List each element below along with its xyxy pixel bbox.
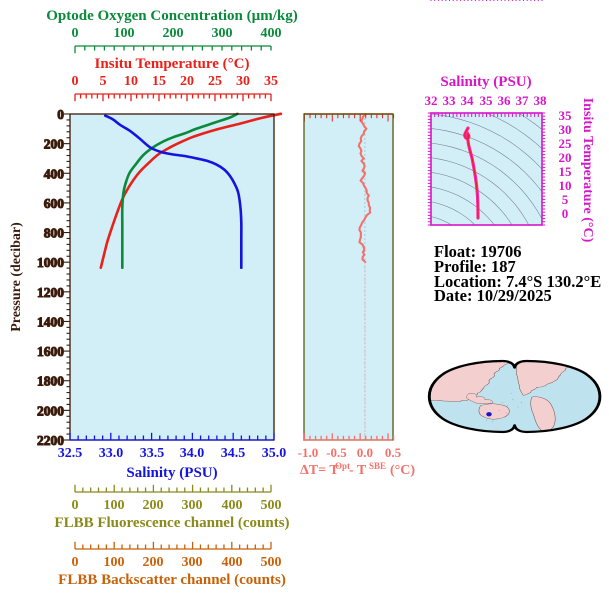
svg-text:1400: 1400 — [37, 314, 64, 329]
svg-text:32.5: 32.5 — [58, 446, 83, 461]
svg-text:100: 100 — [104, 555, 125, 570]
svg-text:30: 30 — [236, 74, 250, 89]
svg-text:38: 38 — [534, 93, 548, 108]
svg-text:600: 600 — [44, 196, 65, 211]
svg-text:34.0: 34.0 — [180, 446, 205, 461]
svg-text:- T: - T — [349, 463, 367, 478]
svg-text:Optode Oxygen Concentration (µ: Optode Oxygen Concentration (µm/kg) — [46, 8, 298, 24]
svg-text:400: 400 — [222, 498, 243, 513]
svg-text:300: 300 — [182, 498, 203, 513]
svg-text:0: 0 — [72, 498, 79, 513]
svg-text:15: 15 — [559, 164, 573, 179]
svg-text:100: 100 — [114, 26, 135, 41]
svg-text:0: 0 — [72, 555, 79, 570]
svg-text:0.0: 0.0 — [357, 445, 373, 460]
svg-text:Date: 10/29/2025: Date: 10/29/2025 — [434, 286, 552, 305]
svg-text:0: 0 — [72, 26, 79, 41]
svg-text:36: 36 — [498, 93, 512, 108]
svg-text:5: 5 — [100, 74, 107, 89]
svg-text:-1.0: -1.0 — [298, 445, 319, 460]
svg-text:400: 400 — [44, 166, 65, 181]
svg-text:33.0: 33.0 — [99, 446, 124, 461]
svg-text:25: 25 — [208, 74, 222, 89]
svg-text:Insitu Temperature (°C): Insitu Temperature (°C) — [580, 98, 595, 243]
svg-text:100: 100 — [104, 498, 125, 513]
svg-text:500: 500 — [261, 498, 282, 513]
svg-text:34.5: 34.5 — [221, 446, 246, 461]
svg-text:Insitu Temperature (°C): Insitu Temperature (°C) — [95, 56, 250, 72]
svg-text:10: 10 — [559, 178, 572, 193]
svg-text:200: 200 — [163, 26, 184, 41]
svg-text:32: 32 — [425, 93, 438, 108]
svg-text:FLBB Fluorescence channel (cou: FLBB Fluorescence channel (counts) — [54, 515, 289, 531]
svg-text:2000: 2000 — [37, 403, 64, 418]
svg-text:400: 400 — [261, 26, 282, 41]
svg-text:800: 800 — [44, 226, 65, 241]
svg-text:FLBB Backscatter channel (coun: FLBB Backscatter channel (counts) — [58, 572, 286, 588]
svg-text:400: 400 — [222, 555, 243, 570]
svg-text:37: 37 — [516, 93, 530, 108]
svg-text:ΔT= T: ΔT= T — [300, 463, 339, 478]
svg-text:25: 25 — [559, 136, 573, 151]
svg-text:200: 200 — [44, 137, 65, 152]
svg-text:-0.5: -0.5 — [326, 445, 347, 460]
svg-text:0.5: 0.5 — [385, 445, 402, 460]
svg-text:300: 300 — [212, 26, 233, 41]
svg-text:1200: 1200 — [37, 285, 64, 300]
svg-text:300: 300 — [182, 555, 203, 570]
svg-text:SBE: SBE — [369, 461, 386, 471]
svg-text:34: 34 — [461, 93, 475, 108]
svg-text:Opt: Opt — [335, 461, 350, 471]
svg-text:Pressure (decibar): Pressure (decibar) — [9, 222, 24, 332]
svg-text:1800: 1800 — [37, 374, 64, 389]
svg-text:5: 5 — [562, 192, 569, 207]
svg-text:20: 20 — [180, 74, 194, 89]
svg-text:35: 35 — [559, 108, 573, 123]
svg-text:35.0: 35.0 — [262, 446, 287, 461]
svg-text:500: 500 — [261, 555, 282, 570]
svg-text:15: 15 — [152, 74, 166, 89]
svg-text:1000: 1000 — [37, 255, 64, 270]
svg-text:35: 35 — [480, 93, 494, 108]
svg-text:20: 20 — [559, 150, 572, 165]
svg-text:30: 30 — [559, 122, 572, 137]
svg-text:0: 0 — [72, 74, 79, 89]
svg-text:0: 0 — [562, 206, 569, 221]
svg-text:Salinity (PSU): Salinity (PSU) — [126, 465, 217, 481]
svg-text:200: 200 — [143, 498, 164, 513]
svg-text:10: 10 — [124, 74, 138, 89]
svg-text:35: 35 — [264, 74, 278, 89]
svg-text:200: 200 — [143, 555, 164, 570]
svg-text:0: 0 — [57, 107, 64, 122]
svg-text:(°C): (°C) — [390, 463, 415, 478]
svg-text:Salinity (PSU): Salinity (PSU) — [440, 74, 531, 90]
svg-text:1600: 1600 — [37, 344, 64, 359]
svg-text:33: 33 — [443, 93, 457, 108]
svg-text:33.5: 33.5 — [140, 446, 165, 461]
